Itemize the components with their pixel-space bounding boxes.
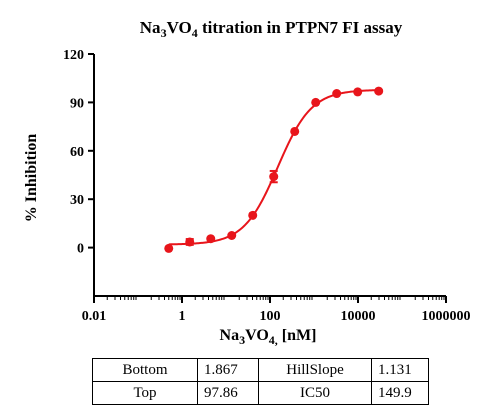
param-value: 149.9 [371, 381, 429, 405]
title-part: Na [140, 18, 161, 37]
data-point [290, 126, 300, 136]
axes: 0 30 60 90 120 0.01 1 100 10000 1000000 [63, 48, 471, 324]
param-name: Top [92, 381, 198, 405]
x-tick-label: 10000 [341, 309, 376, 324]
y-axis-title: % Inhibition [23, 134, 40, 223]
table-row: Top 97.86 IC50 149.9 [92, 381, 429, 405]
data-point [353, 87, 363, 97]
data-point [248, 210, 258, 220]
title-part-sub: 3 [161, 26, 167, 40]
y-tick-label: 90 [70, 96, 84, 111]
data-points [164, 86, 384, 253]
xlabel-part: Na [220, 327, 240, 344]
y-tick-label: 0 [77, 242, 84, 257]
param-name: HillSlope [258, 358, 372, 382]
param-value: 97.86 [197, 381, 259, 405]
title-part-sub: 4 [192, 26, 198, 40]
x-tick-label: 1 [179, 309, 186, 324]
y-tick-label: 60 [70, 145, 84, 160]
param-name: IC50 [258, 381, 372, 405]
table-row: Bottom 1.867 HillSlope 1.131 [92, 358, 429, 382]
data-point [185, 237, 195, 247]
xlabel-part: [nM] [278, 327, 317, 344]
chart-title: Na3VO4 titration in PTPN7 FI assay [140, 18, 403, 40]
data-point [269, 172, 279, 182]
data-point [311, 97, 321, 107]
data-point [227, 231, 237, 240]
data-point [374, 86, 384, 96]
x-tick-label: 0.01 [82, 309, 107, 324]
dose-response-chart: Na3VO4 titration in PTPN7 FI assay 03060… [23, 18, 471, 347]
y-tick-label: 30 [70, 193, 84, 208]
fit-curve [168, 89, 379, 246]
param-name: Bottom [92, 358, 198, 382]
xlabel-part-sub: 3 [239, 333, 245, 347]
data-point [206, 234, 216, 244]
fit-parameters-table: Bottom 1.867 HillSlope 1.131 Top 97.86 I… [92, 358, 429, 405]
xlabel-part: VO [245, 327, 269, 344]
data-point [332, 89, 342, 99]
param-value: 1.867 [197, 358, 259, 382]
x-tick-label: 1000000 [422, 309, 471, 324]
xlabel-part-sub: 4, [269, 333, 278, 347]
title-part: VO [167, 18, 192, 37]
y-tick-label: 120 [63, 48, 84, 63]
x-axis-title: Na3VO4, [nM] [220, 327, 317, 347]
data-point [164, 243, 174, 253]
title-part: titration in PTPN7 FI assay [198, 18, 403, 37]
x-tick-label: 100 [260, 309, 281, 324]
param-value: 1.131 [371, 358, 429, 382]
fit-line [168, 89, 379, 246]
